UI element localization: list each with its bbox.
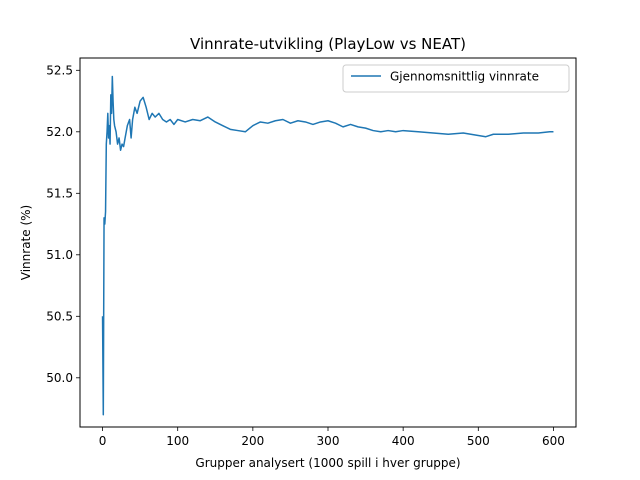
x-tick-label: 100: [166, 434, 189, 448]
plot-area: [80, 58, 576, 427]
series-layer: [101, 75, 554, 416]
x-axis-label: Grupper analysert (1000 spill i hver gru…: [195, 456, 460, 470]
y-tick-label: 50.5: [46, 309, 73, 323]
x-tick-label: 0: [99, 434, 107, 448]
y-tick-label: 50.0: [46, 371, 73, 385]
y-tick-label: 51.5: [46, 186, 73, 200]
series-line-gjennomsnittlig-vinnrate: [101, 75, 554, 416]
y-tick-label: 52.0: [46, 125, 73, 139]
y-tick-label: 52.5: [46, 63, 73, 77]
x-tick-label: 300: [317, 434, 340, 448]
x-tick-label: 500: [467, 434, 490, 448]
legend-label: Gjennomsnittlig vinnrate: [390, 70, 539, 84]
x-tick-label: 200: [241, 434, 264, 448]
axes-frame: [79, 57, 577, 428]
axis-ticks: 0 100 200 300 400 500 600 50.0 50.5 51.0 51.5 52.0 5…: [46, 63, 565, 448]
x-tick-label: 400: [392, 434, 415, 448]
legend: Gjennomsnittlig vinnrate: [342, 64, 570, 93]
y-tick-label: 51.0: [46, 248, 73, 262]
y-axis-label: Vinnrate (%): [19, 205, 33, 280]
x-tick-label: 600: [542, 434, 565, 448]
chart-title: Vinnrate-utvikling (PlayLow vs NEAT): [190, 35, 466, 53]
legend-box: [342, 64, 570, 93]
